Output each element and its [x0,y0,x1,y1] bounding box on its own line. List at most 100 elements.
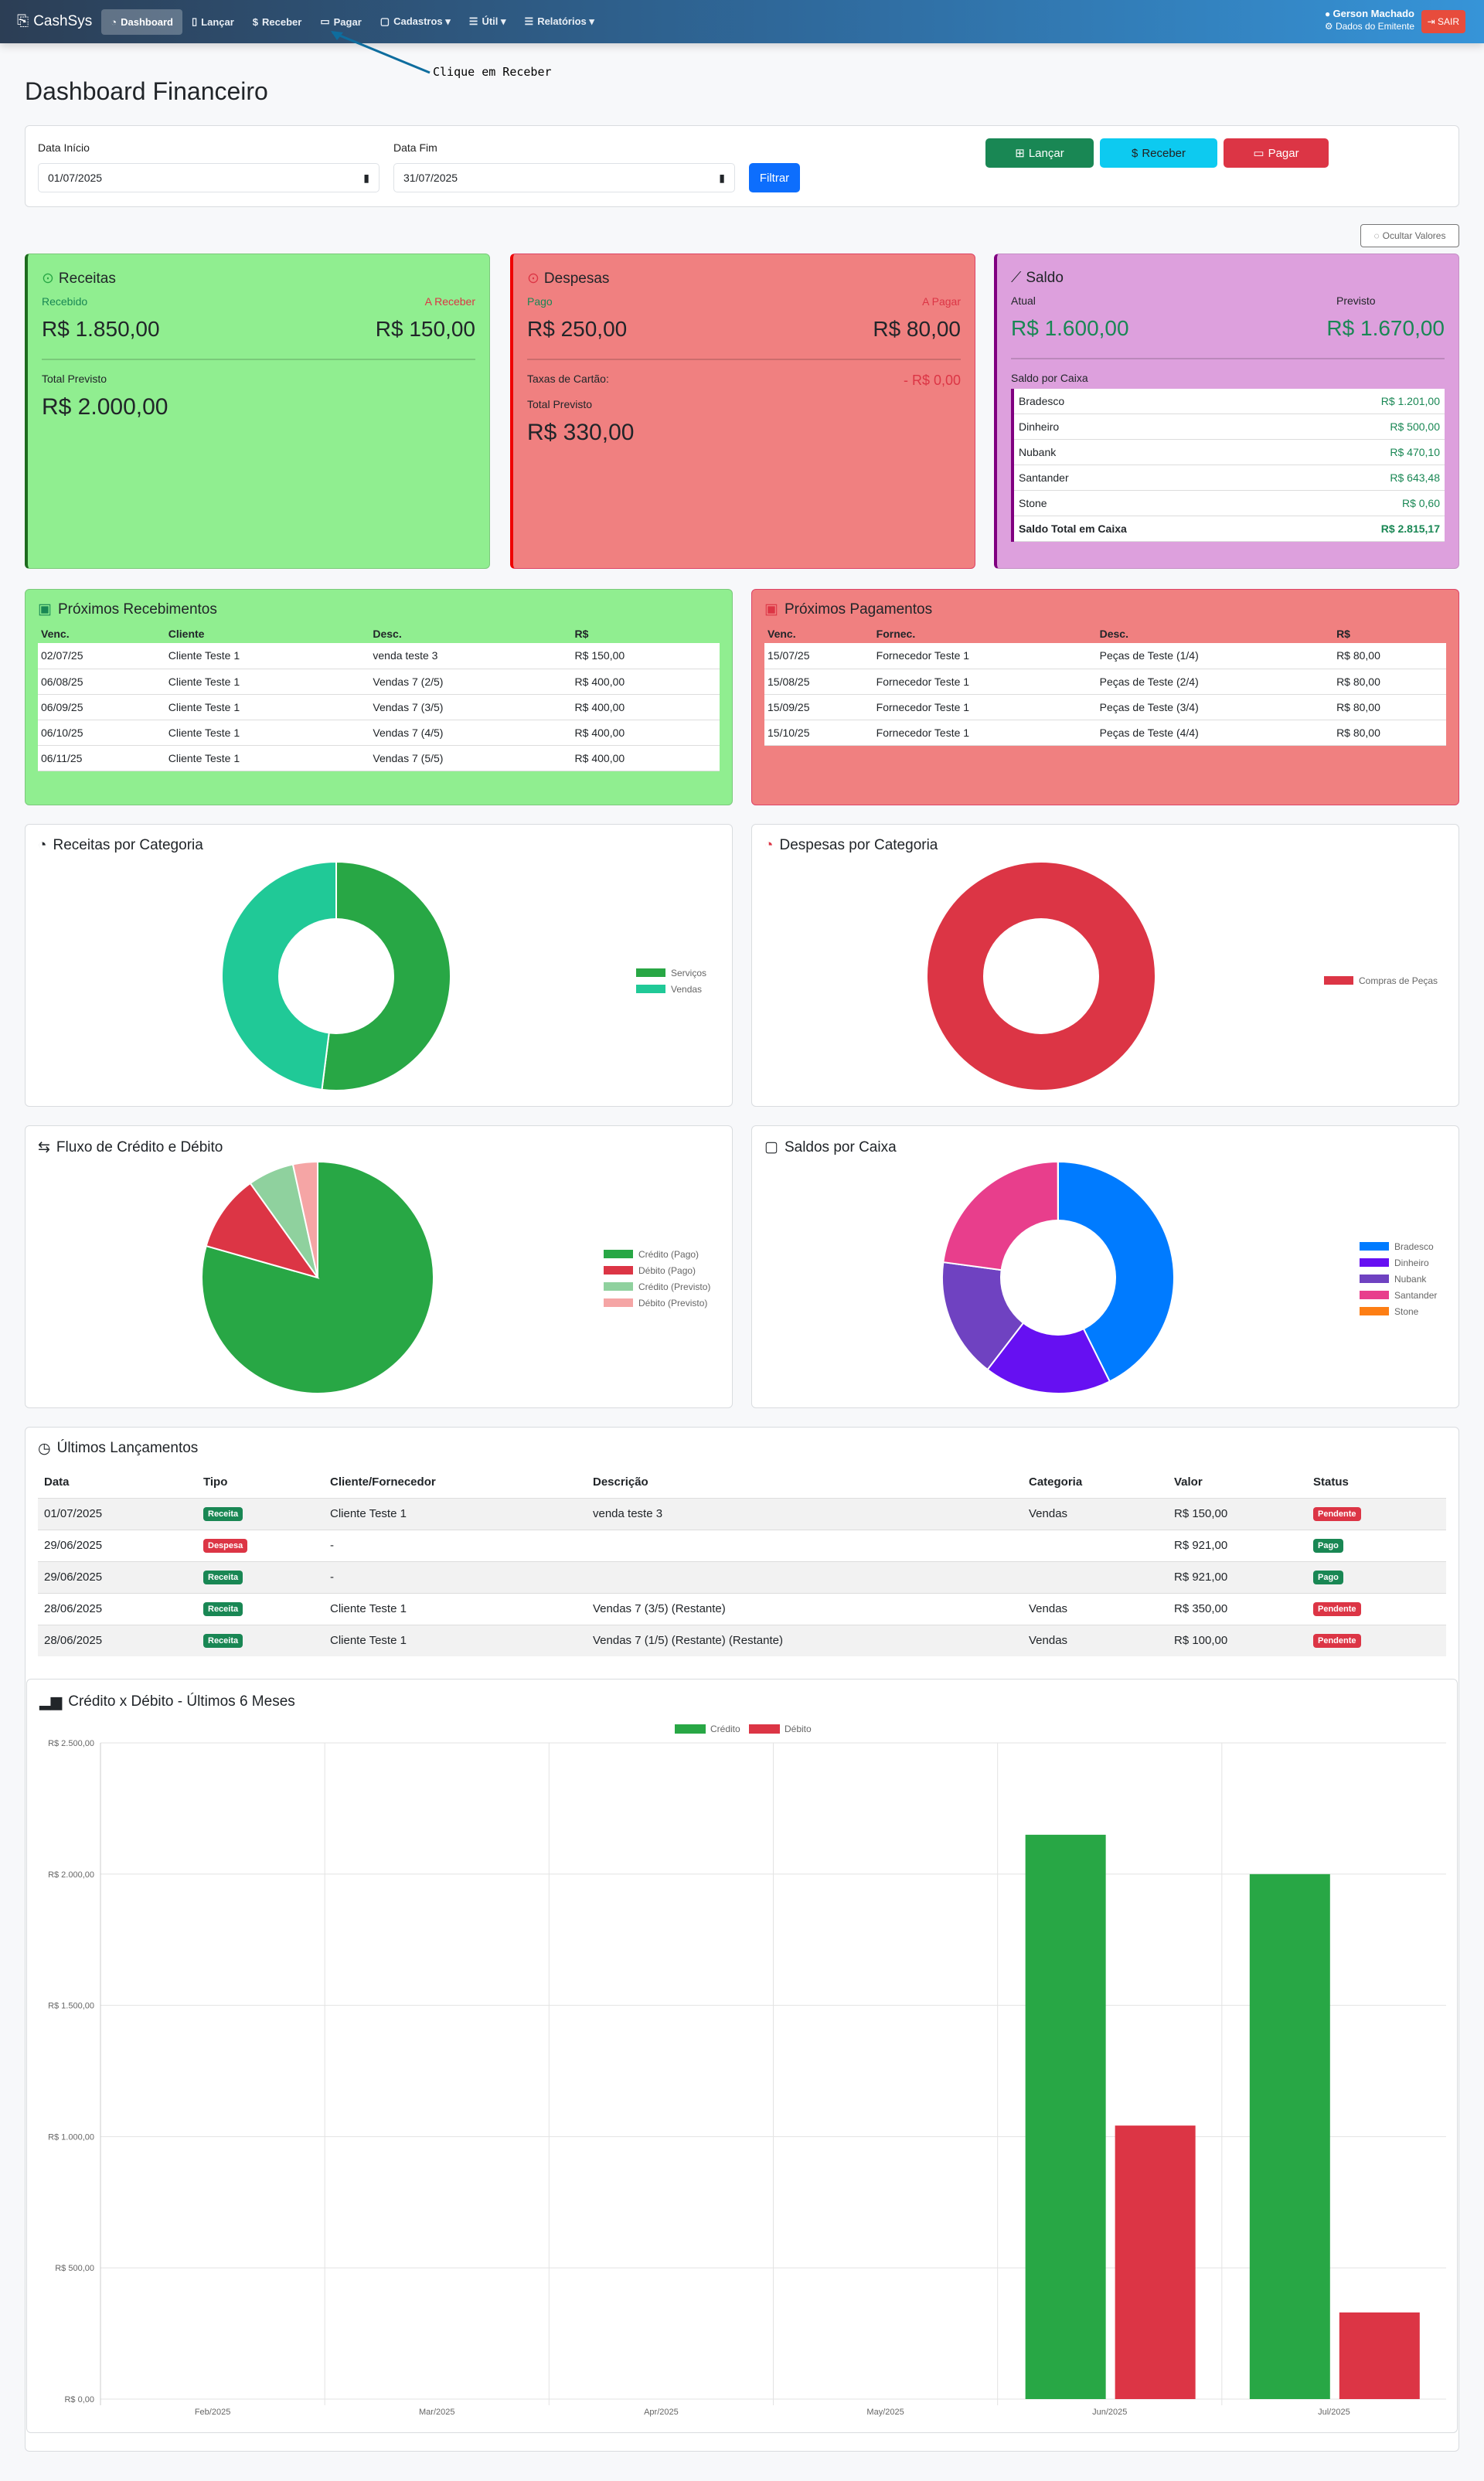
saldo-card: ⟋ Saldo Atual Previsto R$ 1.600,00 R$ 1.670… [994,254,1459,569]
table-cell: R$ 150,00 [571,643,720,669]
annotation-arrow [331,31,431,74]
pie-slice[interactable] [291,1160,318,1278]
legend-label[interactable]: Crédito [710,1724,740,1734]
speedometer-icon: ◔ [111,15,117,28]
user-menu[interactable]: ● Gerson Machado ⚙ Dados do Emitente [1324,8,1414,32]
caixa-total-row: Saldo Total em Caixa R$ 2.815,17 [1014,516,1445,542]
legend-label[interactable]: Dinheiro [1394,1258,1429,1268]
legend-swatch[interactable] [1360,1275,1389,1283]
ultimos-table: Data Tipo Cliente/Fornecedor Descrição Categ… [38,1467,1446,1656]
cell-data: 28/06/2025 [38,1624,197,1656]
legend-label[interactable]: Débito (Previsto) [638,1298,707,1309]
legend-label[interactable]: Nubank [1394,1274,1427,1285]
a-receber-label: A Receber [424,295,475,308]
saldo-por-caixa-label: Saldo por Caixa [1011,372,1088,384]
nav-dashboard[interactable]: ◔ Dashboard [101,9,182,35]
column-header: Venc. [41,628,70,640]
bar-crédito[interactable] [1249,1874,1330,2399]
nav-pagar[interactable]: ▭ Pagar [320,15,362,28]
legend-label[interactable]: Vendas [671,984,702,995]
tipo-badge: Receita [203,1507,243,1521]
taxas-label: Taxas de Cartão: [527,373,609,385]
legend-label[interactable]: Santander [1394,1290,1437,1301]
pago-label: Pago [527,295,553,308]
legend-label[interactable]: Serviços [671,968,706,978]
brand[interactable]: ⎘ CashSys [17,13,93,29]
table-cell: Vendas 7 (4/5) [369,720,572,746]
calendar-icon[interactable]: ▮ [363,171,369,184]
legend-label[interactable]: Crédito (Pago) [638,1249,699,1260]
table-cell: R$ 400,00 [571,694,720,720]
receitas-categoria-chart: Serviços Vendas ◔ Receitas por Categoria [25,824,733,1107]
logout-button[interactable]: ⇥ SAIR [1421,10,1465,33]
table-cell: Cliente Teste 1 [165,669,370,695]
table-row: 01/07/2025 Receita Cliente Teste 1 venda te… [38,1497,1446,1530]
table-cell: venda teste 3 [369,643,572,669]
pie-slice[interactable] [986,1276,1111,1394]
end-date-label: Data Fim [393,141,437,154]
nav-util[interactable]: ☰ Útil ▾ [468,15,506,27]
table-cell: 15/09/25 [764,694,873,720]
nav-lancar[interactable]: ▯ Lançar [192,15,234,28]
legend-label[interactable]: Stone [1394,1306,1419,1317]
pie-slice[interactable] [205,1182,320,1279]
legend-swatch[interactable] [604,1250,633,1258]
calendar-icon[interactable]: ▮ [719,171,725,184]
bar-crédito[interactable] [1025,1834,1106,2399]
table-row: 06/11/25 Cliente Teste 1 Vendas 7 (5/5) R$ … [38,745,720,771]
table-cell: Peças de Teste (4/4) [1096,720,1334,746]
cell-tipo: Despesa [197,1529,324,1561]
legend-swatch[interactable] [1324,976,1353,985]
caixa-row: Bradesco R$ 1.201,00 [1014,389,1445,414]
legend-label[interactable]: Débito [785,1724,812,1734]
bar-débito[interactable] [1339,2312,1420,2399]
recebido-label: Recebido [42,295,88,308]
table-cell: R$ 80,00 [1333,720,1446,746]
x-tick-label: Apr/2025 [644,2408,679,2417]
column-header: Desc. [373,628,402,640]
credito-debito-chart: R$ 0,00 R$ 500,00 R$ 1.000,00 R$ 1.500,00 R$… [26,1679,1458,2433]
dados-emitente-link[interactable]: Dados do Emitente [1335,21,1414,32]
table-cell: R$ 400,00 [571,745,720,771]
nav-relatorios[interactable]: ☰ Relatórios ▾ [524,15,594,27]
legend-swatch[interactable] [604,1298,633,1307]
pagar-button[interactable]: ▭ Pagar [1224,138,1329,168]
legend-swatch[interactable] [636,968,665,977]
column-header: Categoria [1029,1475,1083,1489]
receber-button[interactable]: $ Receber [1100,138,1217,168]
start-date-input[interactable]: 01/07/2025 ▮ [38,163,380,192]
legend-swatch[interactable] [1360,1307,1389,1315]
y-tick-label: R$ 1.000,00 [48,2132,94,2142]
nav-receber[interactable]: $ Receber [252,15,302,28]
legend-label[interactable]: Compras de Peças [1359,975,1438,986]
legend-swatch[interactable] [604,1266,633,1275]
cell-tipo: Receita [197,1592,324,1625]
legend-swatch[interactable] [1360,1242,1389,1251]
filter-button[interactable]: Filtrar [749,163,800,192]
legend-label[interactable]: Crédito (Previsto) [638,1281,710,1292]
legend-swatch[interactable] [604,1282,633,1291]
table-row: 29/06/2025 Despesa - R$ 921,00 Pago [38,1529,1446,1561]
end-date-input[interactable]: 31/07/2025 ▮ [393,163,735,192]
table-cell: Fornecedor Teste 1 [873,669,1097,695]
table-cell: Vendas 7 (5/5) [369,745,572,771]
report-icon: ☰ [524,15,534,27]
legend-swatch[interactable] [675,1724,706,1734]
table-cell: R$ 400,00 [571,720,720,746]
legend-swatch[interactable] [1360,1291,1389,1299]
bar-débito[interactable] [1115,2125,1196,2399]
pie-slice[interactable] [201,1160,434,1394]
hide-values-button[interactable]: ◌ Ocultar Valores [1360,224,1459,247]
nav-cadastros[interactable]: ▢ Cadastros ▾ [380,15,451,27]
legend-label[interactable]: Débito (Pago) [638,1265,696,1276]
legend-swatch[interactable] [636,985,665,993]
credit-card-icon: ▭ [1253,147,1264,160]
table-cell: Peças de Teste (1/4) [1096,643,1334,669]
lancar-button[interactable]: ⊞ Lançar [985,138,1094,168]
journal-plus-icon: ▯ [192,15,198,27]
journal-plus-icon: ⊞ [1015,147,1025,160]
legend-label[interactable]: Bradesco [1394,1241,1434,1252]
legend-swatch[interactable] [1360,1258,1389,1267]
legend-swatch[interactable] [749,1724,780,1734]
bar-chart-icon: ▂▆ [39,1694,63,1710]
